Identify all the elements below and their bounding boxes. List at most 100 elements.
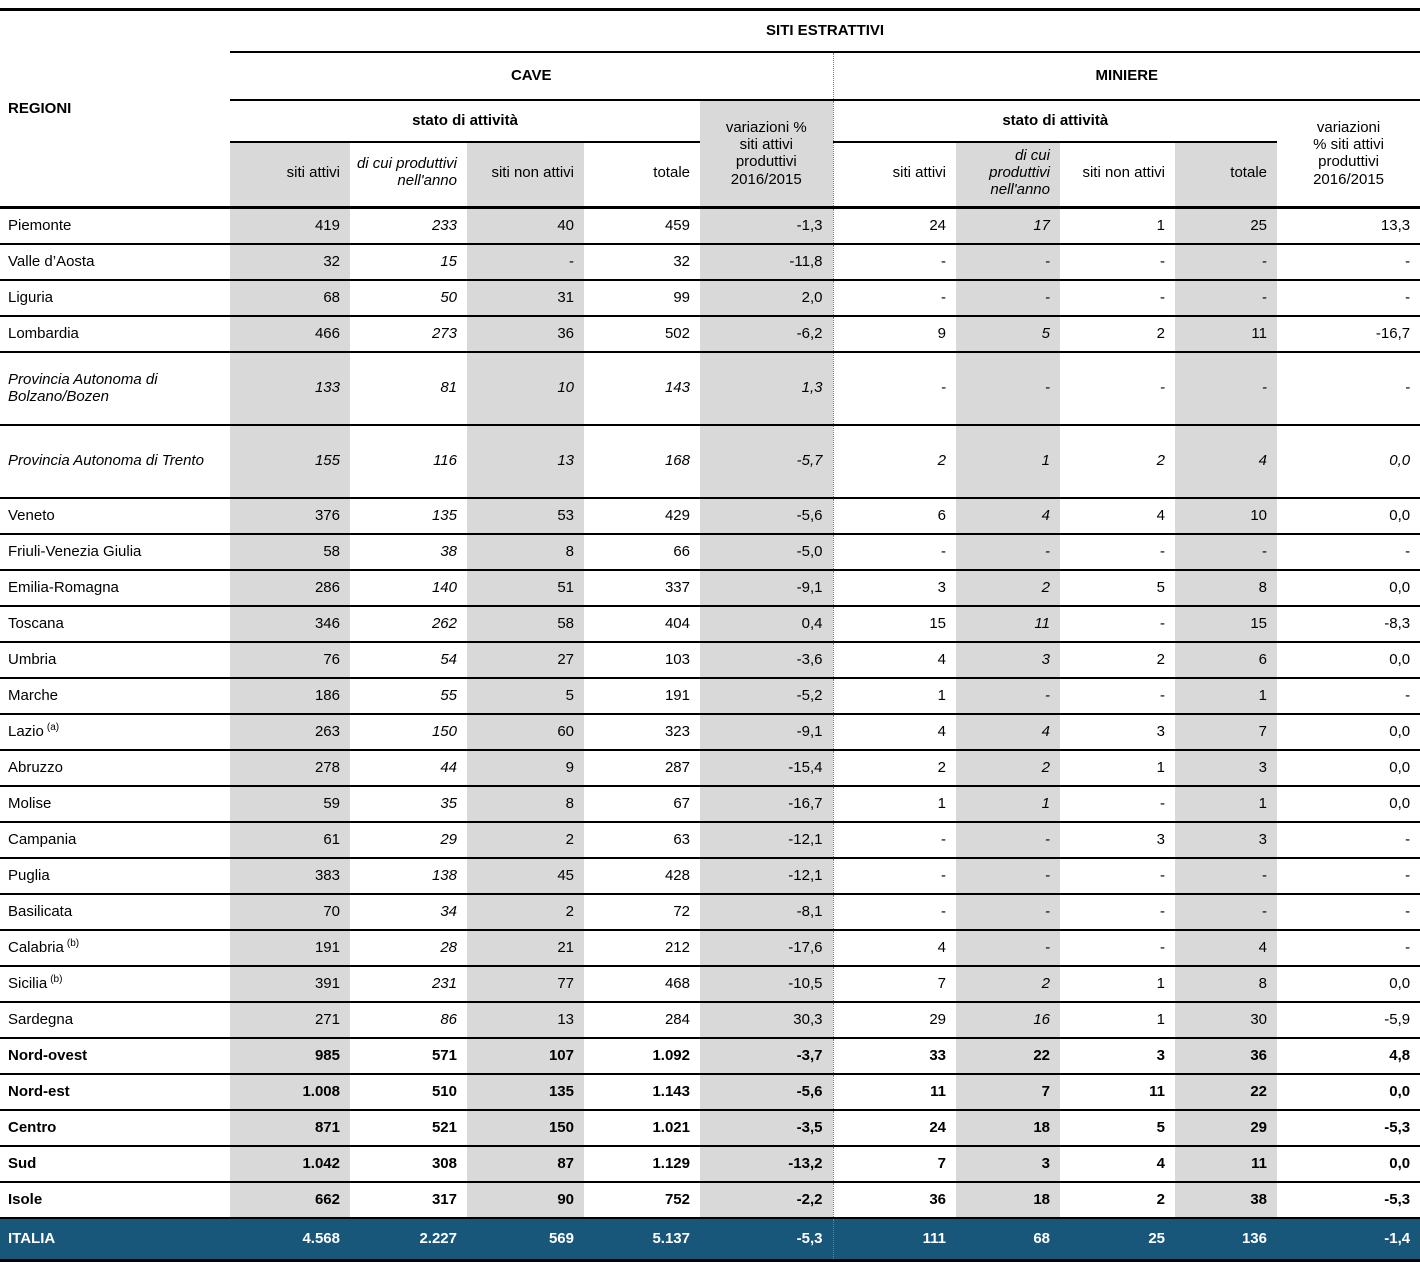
region-label: Toscana (0, 604, 230, 642)
footnote-marker: (b) (50, 974, 63, 986)
miniere-siti-non-attivi: - (1060, 856, 1175, 894)
cave-siti-attivi: 376 (230, 496, 350, 534)
cave-di-cui-produttivi: 15 (350, 242, 467, 280)
miniere-siti-attivi: 111 (832, 1216, 956, 1261)
miniere-totale: - (1175, 532, 1277, 570)
cave-di-cui-produttivi: 55 (350, 676, 467, 714)
region-label: Sicilia (b) (0, 964, 230, 1002)
table-row: Valle d’Aosta 32 15-32 -11,8- - - - - (0, 242, 1420, 280)
cave-siti-attivi: 1.008 (230, 1072, 350, 1110)
col-header-miniere-siti-non-attivi: siti non attivi (1060, 141, 1175, 209)
cave-totale: 143 (584, 350, 700, 425)
cave-totale: 459 (584, 206, 700, 244)
cave-siti-non-attivi: 150 (467, 1108, 584, 1146)
miniere-di-cui-produttivi: 4 (956, 496, 1060, 534)
miniere-siti-attivi: 6 (832, 496, 956, 534)
table-row: Friuli-Venezia Giulia 58 38 8 66 -5,0- - - - - (0, 532, 1420, 570)
region-label: Lazio (a) (0, 712, 230, 750)
miniere-siti-attivi: - (832, 892, 956, 930)
miniere-siti-attivi: 1 (832, 676, 956, 714)
cave-di-cui-produttivi: 150 (350, 712, 467, 750)
cave-di-cui-produttivi: 273 (350, 314, 467, 352)
cave-variazioni: -3,7 (700, 1036, 833, 1074)
cave-siti-non-attivi: 5 (467, 676, 584, 714)
miniere-di-cui-produttivi: 2 (956, 568, 1060, 606)
cave-siti-attivi: 186 (230, 676, 350, 714)
cave-totale: 284 (584, 1000, 700, 1038)
miniere-totale: 29 (1175, 1108, 1277, 1146)
cave-siti-non-attivi: 77 (467, 964, 584, 1002)
miniere-totale: 8 (1175, 568, 1277, 606)
miniere-siti-attivi: 9 (832, 314, 956, 352)
cave-siti-non-attivi: 31 (467, 278, 584, 316)
cave-siti-non-attivi: 40 (467, 206, 584, 244)
stato-header-cave: stato di attività (230, 99, 700, 143)
col-header-miniere-siti-attivi: siti attivi (832, 141, 956, 209)
cave-totale: 66 (584, 532, 700, 570)
miniere-variazioni: 13,3 (1277, 206, 1420, 244)
region-label: Piemonte (0, 206, 230, 244)
miniere-siti-non-attivi: - (1060, 532, 1175, 570)
miniere-variazioni: 0,0 (1277, 748, 1420, 786)
cave-di-cui-produttivi: 35 (350, 784, 467, 822)
miniere-totale: 8 (1175, 964, 1277, 1002)
cave-variazioni: -17,6 (700, 928, 833, 966)
miniere-variazioni: 0,0 (1277, 964, 1420, 1002)
cave-siti-non-attivi: 21 (467, 928, 584, 966)
cave-variazioni: -9,1 (700, 568, 833, 606)
cave-siti-attivi: 4.568 (230, 1216, 350, 1261)
miniere-siti-attivi: 15 (832, 604, 956, 642)
miniere-totale: 30 (1175, 1000, 1277, 1038)
cave-siti-attivi: 346 (230, 604, 350, 642)
miniere-totale: 136 (1175, 1216, 1277, 1261)
table-row: Sicilia (b) 391 231 77 468 -10,5 7 2 1 8 0,0 (0, 964, 1420, 1002)
miniere-siti-attivi: 1 (832, 784, 956, 822)
miniere-siti-non-attivi: 4 (1060, 1144, 1175, 1182)
cave-variazioni: -11,8 (700, 242, 833, 280)
miniere-totale: 1 (1175, 676, 1277, 714)
miniere-di-cui-produttivi: 7 (956, 1072, 1060, 1110)
cave-totale: 1.021 (584, 1108, 700, 1146)
cave-siti-attivi: 286 (230, 568, 350, 606)
cave-variazioni: -8,1 (700, 892, 833, 930)
miniere-di-cui-produttivi: - (956, 350, 1060, 425)
miniere-di-cui-produttivi: - (956, 532, 1060, 570)
cave-siti-attivi: 263 (230, 712, 350, 750)
miniere-siti-attivi: 24 (832, 206, 956, 244)
miniere-variazioni: - (1277, 820, 1420, 858)
miniere-di-cui-produttivi: 4 (956, 712, 1060, 750)
cave-di-cui-produttivi: 2.227 (350, 1216, 467, 1261)
miniere-totale: - (1175, 856, 1277, 894)
miniere-siti-attivi: - (832, 350, 956, 425)
table-row: Nord-ovest 985 571 107 1.092 -3,7 33 22 3 36 4,8 (0, 1036, 1420, 1074)
miniere-siti-attivi: 24 (832, 1108, 956, 1146)
cave-variazioni: -2,2 (700, 1180, 833, 1218)
cave-di-cui-produttivi: 50 (350, 278, 467, 316)
cave-siti-attivi: 391 (230, 964, 350, 1002)
miniere-siti-attivi: - (832, 532, 956, 570)
cave-siti-attivi: 70 (230, 892, 350, 930)
miniere-totale: - (1175, 892, 1277, 930)
cave-di-cui-produttivi: 262 (350, 604, 467, 642)
region-label: Valle d’Aosta (0, 242, 230, 280)
miniere-siti-non-attivi: 1 (1060, 964, 1175, 1002)
miniere-totale: 38 (1175, 1180, 1277, 1218)
col-header-cave-siti-attivi: siti attivi (230, 141, 350, 209)
region-label: Centro (0, 1108, 230, 1146)
table-row: Provincia Autonoma di Bolzano/Bozen 133 81… (0, 350, 1420, 425)
cave-siti-non-attivi: 90 (467, 1180, 584, 1218)
miniere-totale: 1 (1175, 784, 1277, 822)
miniere-variazioni: -8,3 (1277, 604, 1420, 642)
miniere-siti-attivi: 29 (832, 1000, 956, 1038)
cave-siti-attivi: 59 (230, 784, 350, 822)
cave-variazioni: -3,6 (700, 640, 833, 678)
cave-siti-attivi: 76 (230, 640, 350, 678)
miniere-siti-attivi: 3 (832, 568, 956, 606)
cave-siti-attivi: 133 (230, 350, 350, 425)
cave-totale: 428 (584, 856, 700, 894)
table-title: SITI ESTRATTIVI (230, 9, 1420, 53)
region-label: Sud (0, 1144, 230, 1182)
table-row: Campania 61 29 2 63 -12,1- -3 3- (0, 820, 1420, 858)
cave-siti-non-attivi: 2 (467, 820, 584, 858)
cave-totale: 63 (584, 820, 700, 858)
